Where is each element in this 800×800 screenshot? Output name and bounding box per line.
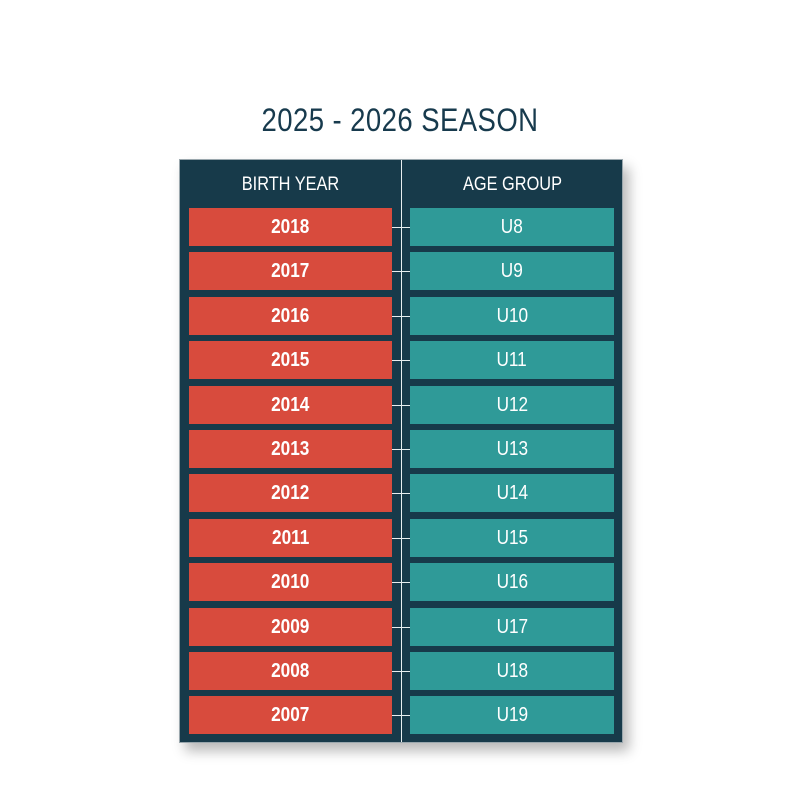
connector-tick [402,582,410,584]
table-row: 2008 U18 [180,652,622,690]
age-group-label: U12 [496,393,528,416]
header-age-group: AGE GROUP [463,174,562,195]
connector-tick [402,715,410,717]
birth-year-cell: 2016 [189,296,392,335]
age-group-label: U15 [496,526,528,549]
age-group-cell: U9 [410,252,614,291]
connector-tick [392,537,401,539]
birth-year-cell: 2010 [189,563,392,602]
connector-tick [402,626,410,628]
connector-tick [392,671,401,672]
birth-year-label: 2008 [271,660,310,682]
birth-year-label: 2016 [271,304,310,327]
birth-year-cell: 2017 [189,252,392,291]
connector-tick [392,404,401,406]
age-group-cell: U12 [410,385,614,424]
birth-year-cell: 2018 [189,208,392,246]
birth-year-cell: 2012 [189,474,392,513]
birth-year-cell: 2015 [189,341,392,380]
birth-year-cell: 2009 [189,607,392,646]
age-group-label: U19 [496,704,528,727]
age-group-label: U16 [496,571,528,594]
birth-year-cell: 2013 [189,430,392,468]
birth-year-label: 2012 [271,482,310,505]
connector-tick [402,449,410,450]
age-group-label: U18 [496,660,528,682]
age-group-label: U14 [496,482,528,505]
age-group-label: U17 [496,615,528,638]
age-group-chart: BIRTH YEAR AGE GROUP 2018 U8 2017 U9 201… [179,159,623,743]
connector-tick [402,227,410,228]
table-row: 2017 U9 [180,252,622,291]
table-row: 2012 U14 [180,474,622,513]
birth-year-label: 2010 [271,571,310,594]
table-row: 2015 U11 [180,341,622,380]
connector-tick [402,493,410,495]
age-group-cell: U19 [410,696,614,735]
birth-year-cell: 2008 [189,652,392,690]
connector-tick [402,404,410,406]
age-group-cell: U15 [410,518,614,557]
age-group-label: U8 [500,216,523,238]
connector-tick [392,315,401,317]
birth-year-label: 2014 [271,393,310,416]
page-title: 2025 - 2026 SEASON [261,102,539,138]
connector-tick [392,227,401,228]
birth-year-label: 2015 [271,349,310,372]
connector-tick [402,671,410,672]
connector-tick [392,271,401,273]
table-row: 2018 U8 [180,208,622,246]
connector-tick [392,449,401,450]
age-group-cell: U8 [410,208,614,246]
table-row: 2011 U15 [180,518,622,557]
connector-tick [402,315,410,317]
birth-year-label: 2011 [271,526,310,549]
age-group-cell: U10 [410,296,614,335]
connector-tick [392,626,401,628]
birth-year-cell: 2011 [189,518,392,557]
age-group-cell: U13 [410,430,614,468]
column-divider [401,160,402,742]
table-row: 2013 U13 [180,430,622,468]
age-group-cell: U17 [410,607,614,646]
table-row: 2016 U10 [180,296,622,335]
table-row: 2007 U19 [180,696,622,735]
age-group-cell: U18 [410,652,614,690]
age-group-label: U11 [496,349,528,372]
header-birth-year: BIRTH YEAR [241,174,340,195]
age-group-cell: U11 [410,341,614,380]
table-row: 2014 U12 [180,385,622,424]
age-group-label: U13 [496,438,528,460]
age-group-label: U9 [500,260,523,283]
birth-year-cell: 2007 [189,696,392,735]
birth-year-label: 2013 [271,438,310,460]
table-row: 2010 U16 [180,563,622,602]
birth-year-cell: 2014 [189,385,392,424]
table-row: 2009 U17 [180,607,622,646]
connector-tick [392,493,401,495]
age-group-label: U10 [496,304,528,327]
age-group-cell: U14 [410,474,614,513]
birth-year-label: 2007 [271,704,310,727]
connector-tick [402,537,410,539]
birth-year-label: 2017 [271,260,310,283]
connector-tick [392,360,401,362]
connector-tick [402,271,410,273]
connector-tick [392,715,401,717]
birth-year-label: 2018 [271,216,310,238]
connector-tick [392,582,401,584]
birth-year-label: 2009 [271,615,310,638]
age-group-cell: U16 [410,563,614,602]
connector-tick [402,360,410,362]
